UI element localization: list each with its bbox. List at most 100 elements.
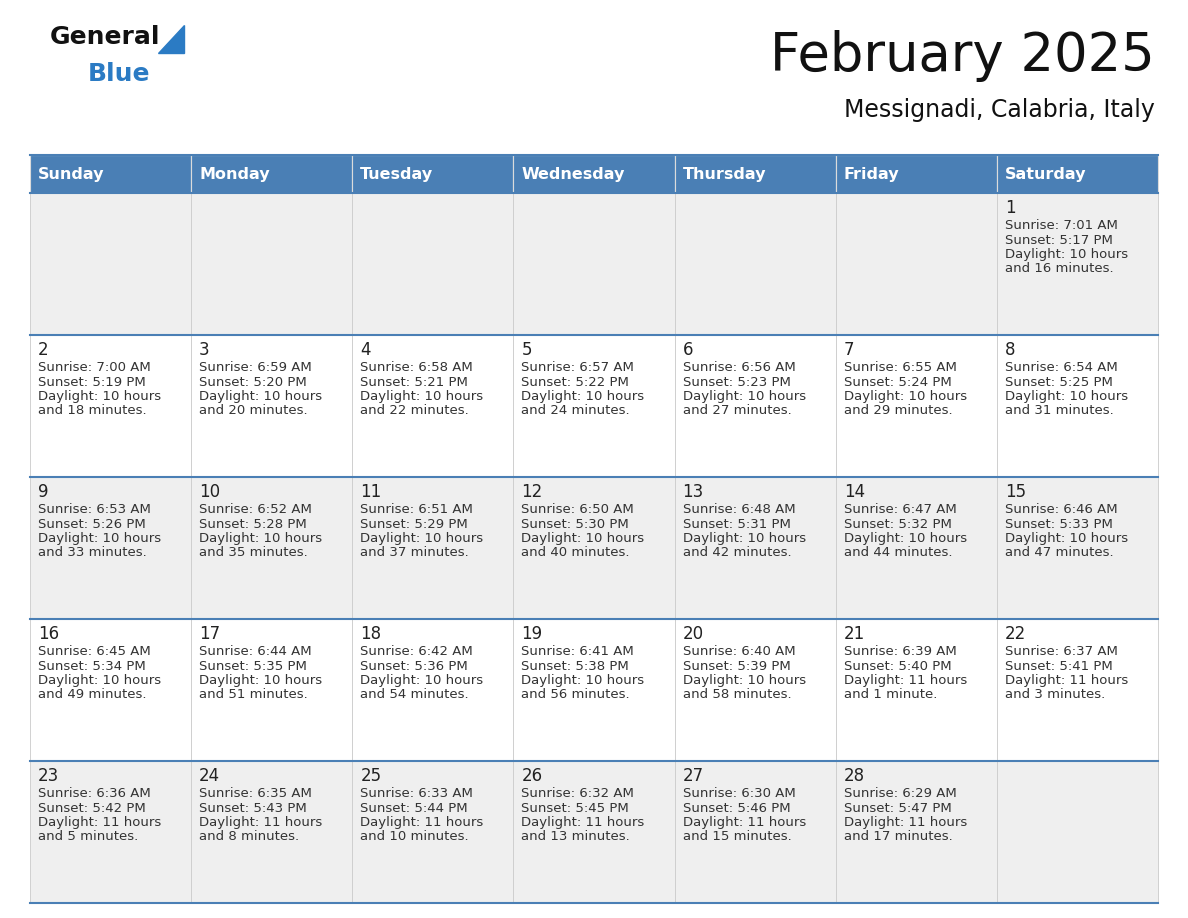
Bar [513, 193, 675, 335]
Bar [675, 155, 835, 193]
Bar [30, 193, 191, 335]
Bar [191, 155, 353, 193]
Text: 8: 8 [1005, 341, 1016, 359]
Text: Daylight: 10 hours: Daylight: 10 hours [522, 390, 645, 403]
Text: Sunrise: 6:48 AM: Sunrise: 6:48 AM [683, 503, 795, 516]
Text: and 58 minutes.: and 58 minutes. [683, 688, 791, 701]
Text: Saturday: Saturday [1005, 166, 1086, 182]
Text: and 15 minutes.: and 15 minutes. [683, 831, 791, 844]
Text: 26: 26 [522, 767, 543, 785]
Bar [30, 477, 191, 619]
Text: Sunrise: 6:57 AM: Sunrise: 6:57 AM [522, 361, 634, 374]
Text: Daylight: 10 hours: Daylight: 10 hours [200, 674, 322, 687]
Text: 13: 13 [683, 483, 703, 501]
Text: and 37 minutes.: and 37 minutes. [360, 546, 469, 559]
Text: Daylight: 10 hours: Daylight: 10 hours [38, 532, 162, 545]
Bar [191, 335, 353, 477]
Text: Wednesday: Wednesday [522, 166, 625, 182]
Text: Sunset: 5:44 PM: Sunset: 5:44 PM [360, 801, 468, 814]
Text: and 54 minutes.: and 54 minutes. [360, 688, 469, 701]
Text: Sunrise: 6:39 AM: Sunrise: 6:39 AM [843, 645, 956, 658]
Bar [675, 619, 835, 761]
Text: 27: 27 [683, 767, 703, 785]
Bar [30, 335, 191, 477]
Text: and 29 minutes.: and 29 minutes. [843, 405, 953, 418]
Text: 1: 1 [1005, 199, 1016, 217]
Text: Sunset: 5:21 PM: Sunset: 5:21 PM [360, 375, 468, 388]
Text: and 18 minutes.: and 18 minutes. [38, 405, 146, 418]
Text: 14: 14 [843, 483, 865, 501]
Text: Daylight: 10 hours: Daylight: 10 hours [683, 532, 805, 545]
Text: Sunset: 5:38 PM: Sunset: 5:38 PM [522, 659, 630, 673]
Text: and 16 minutes.: and 16 minutes. [1005, 263, 1113, 275]
Text: and 33 minutes.: and 33 minutes. [38, 546, 147, 559]
Bar [835, 619, 997, 761]
Text: Sunset: 5:33 PM: Sunset: 5:33 PM [1005, 518, 1113, 531]
Text: Sunrise: 6:55 AM: Sunrise: 6:55 AM [843, 361, 956, 374]
Text: Monday: Monday [200, 166, 270, 182]
Text: Daylight: 10 hours: Daylight: 10 hours [522, 532, 645, 545]
Text: Daylight: 10 hours: Daylight: 10 hours [1005, 532, 1127, 545]
Text: and 13 minutes.: and 13 minutes. [522, 831, 630, 844]
Text: Daylight: 10 hours: Daylight: 10 hours [38, 674, 162, 687]
Text: and 27 minutes.: and 27 minutes. [683, 405, 791, 418]
Text: and 22 minutes.: and 22 minutes. [360, 405, 469, 418]
Bar [353, 335, 513, 477]
Bar [835, 335, 997, 477]
Bar [675, 761, 835, 903]
Text: 15: 15 [1005, 483, 1026, 501]
Bar [835, 155, 997, 193]
Bar [30, 619, 191, 761]
Text: Sunset: 5:43 PM: Sunset: 5:43 PM [200, 801, 307, 814]
Text: Sunrise: 6:56 AM: Sunrise: 6:56 AM [683, 361, 795, 374]
Text: Sunrise: 6:46 AM: Sunrise: 6:46 AM [1005, 503, 1118, 516]
Text: and 10 minutes.: and 10 minutes. [360, 831, 469, 844]
Text: Daylight: 10 hours: Daylight: 10 hours [683, 390, 805, 403]
Text: 11: 11 [360, 483, 381, 501]
Text: Sunset: 5:19 PM: Sunset: 5:19 PM [38, 375, 146, 388]
Text: Sunset: 5:26 PM: Sunset: 5:26 PM [38, 518, 146, 531]
Text: Sunset: 5:17 PM: Sunset: 5:17 PM [1005, 233, 1113, 247]
Text: and 20 minutes.: and 20 minutes. [200, 405, 308, 418]
Text: Daylight: 11 hours: Daylight: 11 hours [360, 816, 484, 829]
Bar [353, 193, 513, 335]
Bar [353, 477, 513, 619]
Text: Daylight: 11 hours: Daylight: 11 hours [843, 674, 967, 687]
Text: Daylight: 10 hours: Daylight: 10 hours [360, 532, 484, 545]
Text: Sunset: 5:32 PM: Sunset: 5:32 PM [843, 518, 952, 531]
Text: Sunrise: 6:41 AM: Sunrise: 6:41 AM [522, 645, 634, 658]
Text: and 24 minutes.: and 24 minutes. [522, 405, 630, 418]
Polygon shape [158, 25, 184, 53]
Text: Daylight: 10 hours: Daylight: 10 hours [1005, 248, 1127, 261]
Bar [191, 193, 353, 335]
Text: Daylight: 10 hours: Daylight: 10 hours [843, 390, 967, 403]
Text: 2: 2 [38, 341, 49, 359]
Text: and 3 minutes.: and 3 minutes. [1005, 688, 1105, 701]
Bar [997, 193, 1158, 335]
Bar [513, 477, 675, 619]
Text: 12: 12 [522, 483, 543, 501]
Bar [997, 335, 1158, 477]
Bar [191, 477, 353, 619]
Text: and 47 minutes.: and 47 minutes. [1005, 546, 1113, 559]
Text: and 40 minutes.: and 40 minutes. [522, 546, 630, 559]
Text: 5: 5 [522, 341, 532, 359]
Bar [513, 619, 675, 761]
Text: Daylight: 10 hours: Daylight: 10 hours [683, 674, 805, 687]
Text: Sunrise: 6:30 AM: Sunrise: 6:30 AM [683, 787, 795, 800]
Text: Sunset: 5:47 PM: Sunset: 5:47 PM [843, 801, 952, 814]
Text: Daylight: 10 hours: Daylight: 10 hours [1005, 390, 1127, 403]
Text: 23: 23 [38, 767, 59, 785]
Text: Sunset: 5:31 PM: Sunset: 5:31 PM [683, 518, 790, 531]
Text: Sunrise: 6:29 AM: Sunrise: 6:29 AM [843, 787, 956, 800]
Bar [353, 761, 513, 903]
Text: Sunrise: 7:01 AM: Sunrise: 7:01 AM [1005, 219, 1118, 232]
Text: and 42 minutes.: and 42 minutes. [683, 546, 791, 559]
Text: Sunset: 5:42 PM: Sunset: 5:42 PM [38, 801, 146, 814]
Text: 6: 6 [683, 341, 693, 359]
Text: Daylight: 10 hours: Daylight: 10 hours [360, 390, 484, 403]
Text: Blue: Blue [88, 62, 151, 86]
Text: Sunset: 5:29 PM: Sunset: 5:29 PM [360, 518, 468, 531]
Bar [675, 193, 835, 335]
Text: and 1 minute.: and 1 minute. [843, 688, 937, 701]
